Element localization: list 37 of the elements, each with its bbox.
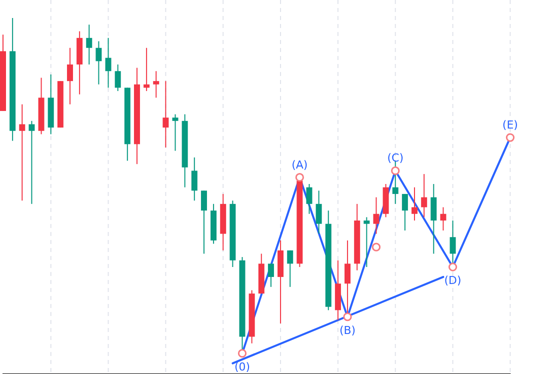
point (448, 262, 458, 272)
candlestick (364, 216, 370, 268)
candlestick (144, 47, 150, 92)
point (295, 173, 304, 182)
point (372, 242, 381, 252)
candlestick (153, 70, 160, 98)
candlestick (96, 40, 102, 85)
candlestick (421, 174, 428, 218)
candlestick (66, 47, 73, 105)
candlestick (200, 190, 207, 254)
candlestick (172, 114, 178, 152)
candlestick (402, 193, 408, 231)
point (238, 349, 247, 358)
candlestick (114, 64, 121, 92)
candlestick (191, 156, 198, 202)
candlestick (440, 206, 446, 231)
candlestick (19, 104, 26, 202)
annotation: (A) (292, 158, 308, 172)
point (506, 133, 515, 142)
text: (0) (234, 360, 250, 374)
candlestick (306, 184, 312, 214)
annotation: (B) (339, 324, 356, 337)
annotation: (D) (444, 274, 462, 287)
candlestick (412, 186, 418, 222)
point (391, 166, 400, 176)
candlestick (287, 250, 294, 288)
candlestick (105, 37, 112, 88)
candlestick (28, 120, 35, 204)
candlestick (316, 190, 322, 234)
annotation: (E) (502, 118, 518, 132)
candlestick (86, 24, 92, 65)
candlestick (268, 263, 274, 288)
point (343, 312, 352, 322)
candlestick (430, 184, 437, 254)
candlestick (162, 80, 169, 148)
annotation: (C) (387, 152, 404, 165)
candlestick (373, 196, 380, 234)
